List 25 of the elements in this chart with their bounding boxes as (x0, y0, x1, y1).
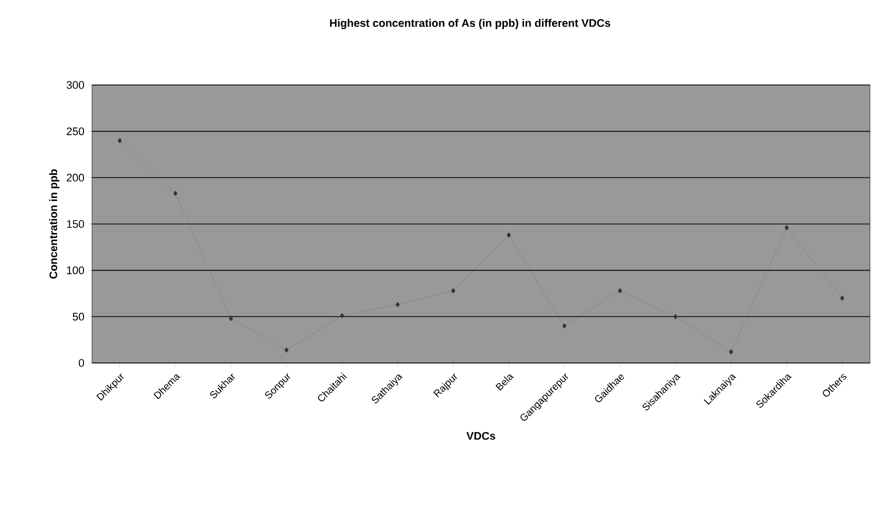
point (506, 232, 511, 238)
x-tick-label: Bela (496, 374, 514, 391)
point (562, 323, 566, 329)
y-tick-label: 150 (67, 220, 84, 228)
y-tick-label: 250 (66, 127, 84, 136)
y-tick-label: 200 (66, 174, 84, 182)
y-axis-title: Concentration in ppb (49, 169, 60, 279)
point (840, 295, 844, 301)
x-axis-title: VDCs (466, 432, 496, 440)
y-tick-label: 0 (78, 359, 84, 367)
y-tick-label: 300 (66, 81, 84, 89)
point (284, 347, 289, 353)
point (784, 224, 789, 230)
point (340, 313, 344, 318)
point (228, 316, 234, 322)
point (451, 288, 456, 294)
point (118, 138, 122, 144)
y-tick-label: 50 (72, 312, 84, 321)
point (618, 288, 622, 294)
point (729, 349, 734, 355)
point (673, 314, 678, 320)
point (396, 302, 400, 308)
y-tick-label: 100 (67, 266, 84, 274)
chart-title: Highest concentration of As (in ppb) in different VDCs (330, 18, 610, 30)
point (173, 190, 178, 196)
